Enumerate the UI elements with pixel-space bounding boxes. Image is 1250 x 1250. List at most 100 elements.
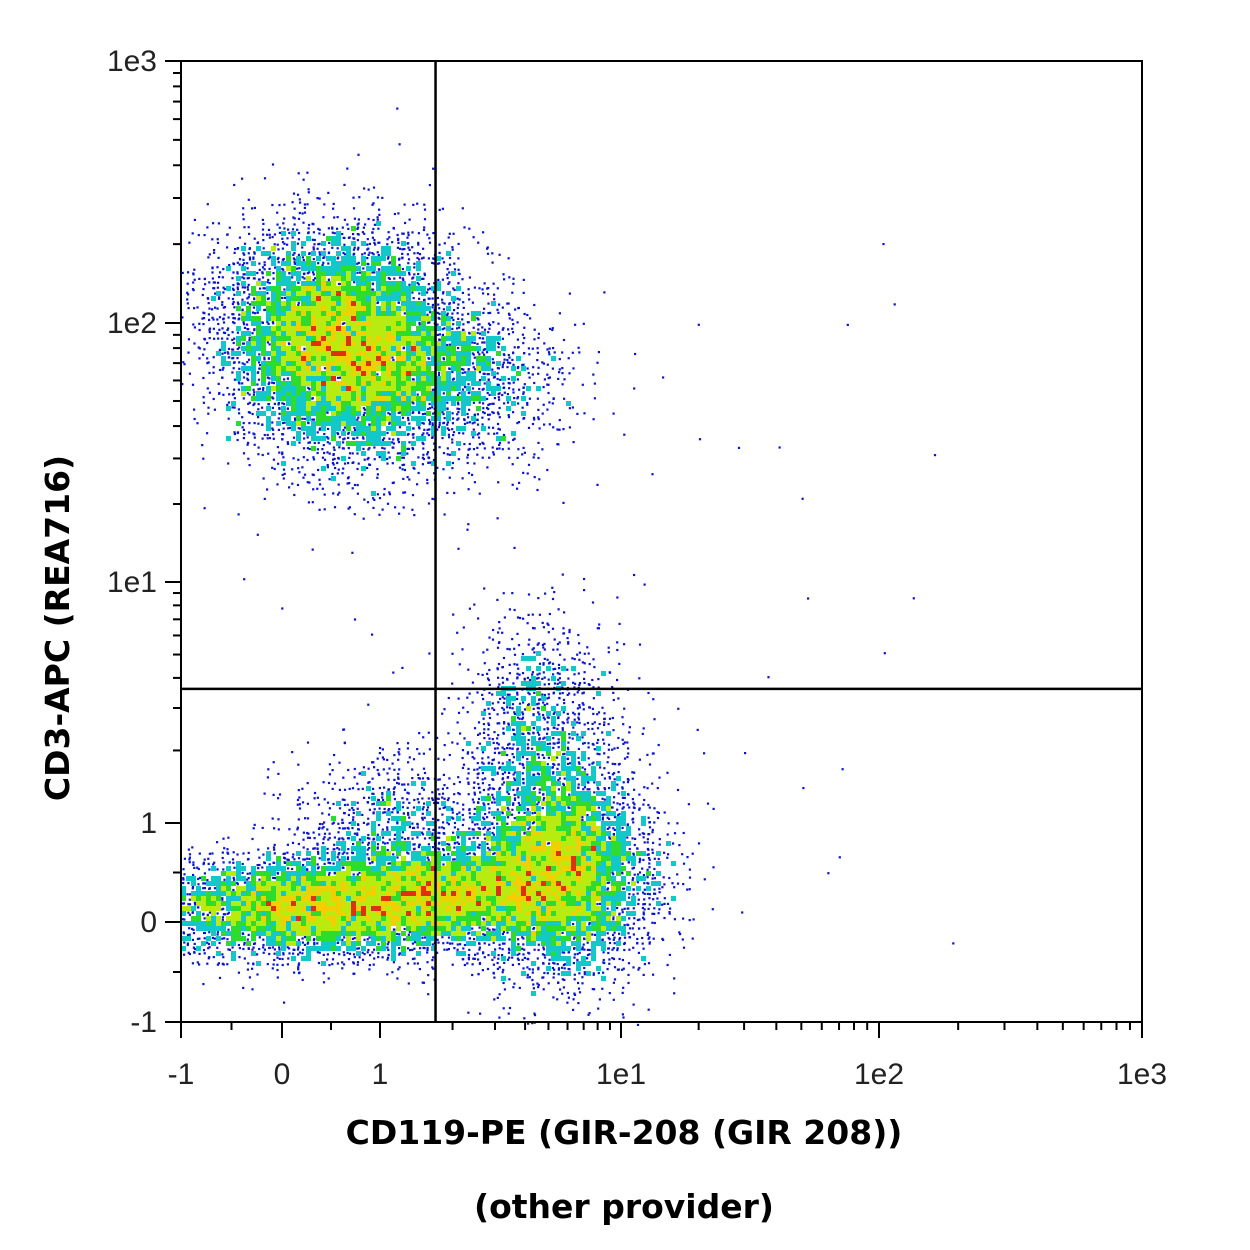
density-cell xyxy=(496,831,501,836)
density-dot xyxy=(613,778,616,781)
density-dot xyxy=(293,207,296,210)
density-dot xyxy=(592,697,595,700)
density-cell xyxy=(301,316,306,321)
density-cell xyxy=(291,246,296,251)
density-dot xyxy=(641,732,644,735)
density-cell xyxy=(346,401,351,406)
density-dot xyxy=(551,328,554,332)
density-dot xyxy=(593,791,596,794)
density-dot xyxy=(222,393,225,396)
density-dot xyxy=(361,473,364,476)
density-cell xyxy=(591,836,596,841)
density-dot xyxy=(401,806,404,809)
density-cell xyxy=(416,311,421,316)
density-dot xyxy=(456,297,459,300)
density-dot xyxy=(511,592,514,595)
density-dot xyxy=(376,768,379,772)
density-cell xyxy=(556,826,561,831)
density-dot xyxy=(202,288,205,291)
density-dot xyxy=(258,367,261,370)
density-dot xyxy=(387,231,390,234)
density-dot xyxy=(423,428,426,431)
density-dot xyxy=(248,293,251,296)
density-cell xyxy=(411,371,416,376)
density-dot xyxy=(546,408,549,411)
density-dot xyxy=(381,508,384,511)
density-cell xyxy=(506,811,511,816)
density-cell xyxy=(256,391,261,396)
density-cell xyxy=(326,366,331,371)
density-cell xyxy=(371,371,376,376)
density-dot xyxy=(543,718,546,721)
density-cell xyxy=(566,786,571,791)
density-cell xyxy=(526,781,531,786)
density-dot xyxy=(653,807,656,810)
density-dot xyxy=(436,262,440,265)
density-dot xyxy=(462,323,465,326)
density-dot xyxy=(473,823,477,826)
density-dot xyxy=(246,392,249,395)
density-dot xyxy=(543,657,546,660)
density-dot xyxy=(682,831,685,835)
density-dot xyxy=(512,277,515,280)
density-cell xyxy=(406,291,411,296)
density-dot xyxy=(491,738,494,741)
density-cell xyxy=(431,431,436,436)
density-cell xyxy=(326,266,331,271)
density-dot xyxy=(451,438,454,441)
density-cell xyxy=(381,401,386,406)
density-dot xyxy=(633,788,636,791)
density-cell xyxy=(461,401,466,406)
density-cell xyxy=(261,376,266,381)
density-dot xyxy=(592,712,595,715)
density-dot xyxy=(383,811,386,814)
density-dot xyxy=(442,452,446,455)
density-dot xyxy=(491,402,494,405)
density-dot xyxy=(441,333,444,336)
density-cell xyxy=(341,271,346,276)
density-dot xyxy=(408,218,411,221)
density-cell xyxy=(296,411,301,416)
density-cell xyxy=(346,331,351,336)
density-dot xyxy=(397,772,400,776)
density-cell xyxy=(336,306,341,311)
density-cell xyxy=(356,361,361,366)
density-cell xyxy=(386,351,391,356)
density-cell xyxy=(371,351,376,356)
density-dot xyxy=(476,453,479,456)
density-dot xyxy=(497,743,500,746)
density-dot xyxy=(631,837,634,840)
density-dot xyxy=(342,251,345,255)
density-cell xyxy=(346,391,351,396)
density-dot xyxy=(617,792,620,795)
density-dot xyxy=(383,493,386,496)
density-dot xyxy=(428,287,431,290)
density-dot xyxy=(456,393,460,396)
density-cell xyxy=(341,281,346,286)
density-dot xyxy=(558,428,561,431)
density-cell xyxy=(286,306,291,311)
density-dot xyxy=(477,827,480,830)
density-cell xyxy=(386,366,391,371)
density-dot xyxy=(261,228,265,231)
density-dot xyxy=(457,711,461,714)
density-dot xyxy=(458,298,461,301)
density-cell xyxy=(341,406,346,411)
density-dot xyxy=(363,187,366,190)
density-cell xyxy=(496,796,501,801)
density-dot xyxy=(648,763,652,766)
density-dot xyxy=(363,458,366,461)
density-dot xyxy=(507,771,511,774)
density-dot xyxy=(591,707,594,710)
density-dot xyxy=(252,393,255,396)
density-dot xyxy=(232,356,235,360)
density-cell xyxy=(331,386,336,391)
density-dot xyxy=(246,262,249,265)
density-cell xyxy=(401,411,406,416)
density-dot xyxy=(382,768,385,771)
density-cell xyxy=(301,281,306,286)
density-dot xyxy=(512,388,515,391)
density-cell xyxy=(561,666,566,671)
density-dot xyxy=(613,772,616,775)
density-cell xyxy=(321,316,326,321)
